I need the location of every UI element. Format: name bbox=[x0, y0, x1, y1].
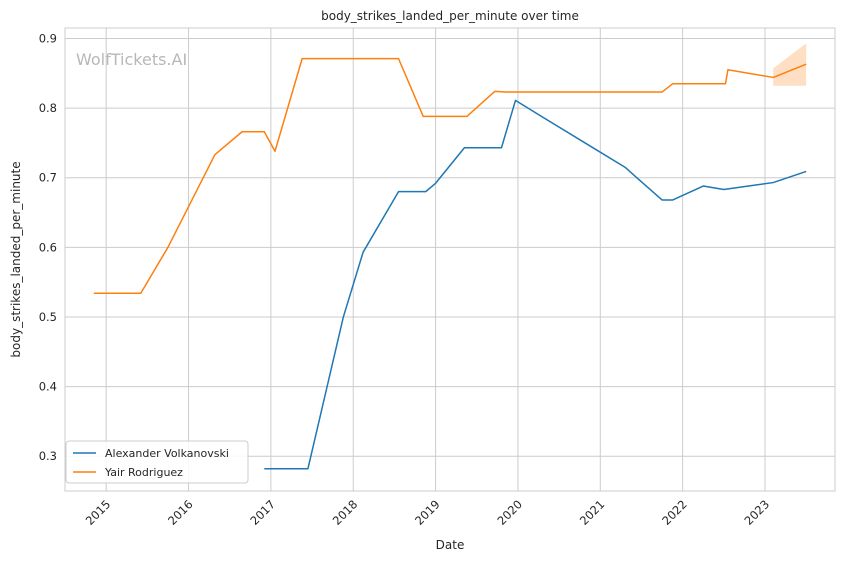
x-tick-label: 2023 bbox=[742, 497, 773, 528]
x-tick-label: 2022 bbox=[659, 497, 690, 528]
y-tick-label: 0.9 bbox=[39, 31, 57, 45]
x-tick-label: 2015 bbox=[83, 497, 114, 528]
series-lines bbox=[93, 57, 807, 470]
x-tick-label: 2017 bbox=[247, 497, 278, 528]
series-line-yair-rodriguez bbox=[93, 57, 807, 295]
x-axis-ticks: 2015 2016 2017 2018 2019 2020 2021 2022 2023 bbox=[83, 497, 772, 528]
x-tick-label: 2019 bbox=[412, 497, 443, 528]
chart-title: body_strikes_landed_per_minute over time bbox=[321, 9, 579, 23]
x-tick-label: 2016 bbox=[165, 497, 196, 528]
y-tick-label: 0.4 bbox=[39, 380, 57, 394]
legend: Alexander Volkanovski Yair Rodriguez bbox=[65, 440, 249, 484]
confidence-band bbox=[773, 43, 807, 86]
legend-entry-label: Yair Rodriguez bbox=[104, 466, 183, 479]
plot-area-frame bbox=[64, 27, 836, 492]
y-tick-label: 0.5 bbox=[39, 310, 57, 324]
y-tick-label: 0.8 bbox=[39, 101, 57, 115]
y-tick-label: 0.6 bbox=[39, 240, 57, 254]
x-tick-label: 2018 bbox=[330, 497, 361, 528]
y-axis-ticks: 0.3 0.4 0.5 0.6 0.7 0.8 0.9 bbox=[39, 31, 57, 463]
x-tick-label: 2021 bbox=[577, 497, 608, 528]
watermark-text: WolfTickets.AI bbox=[76, 50, 187, 69]
x-tick-label: 2020 bbox=[494, 497, 525, 528]
legend-entry-label: Alexander Volkanovski bbox=[105, 447, 229, 460]
grid bbox=[65, 28, 835, 491]
legend-box bbox=[65, 440, 249, 484]
y-tick-label: 0.3 bbox=[39, 449, 57, 463]
y-axis-label: body_strikes_landed_per_minute bbox=[9, 161, 23, 357]
confidence-band-area bbox=[773, 43, 807, 86]
series-line-alexander-volkanovski bbox=[264, 99, 807, 470]
x-axis-label: Date bbox=[436, 538, 465, 552]
y-tick-label: 0.7 bbox=[39, 171, 57, 185]
